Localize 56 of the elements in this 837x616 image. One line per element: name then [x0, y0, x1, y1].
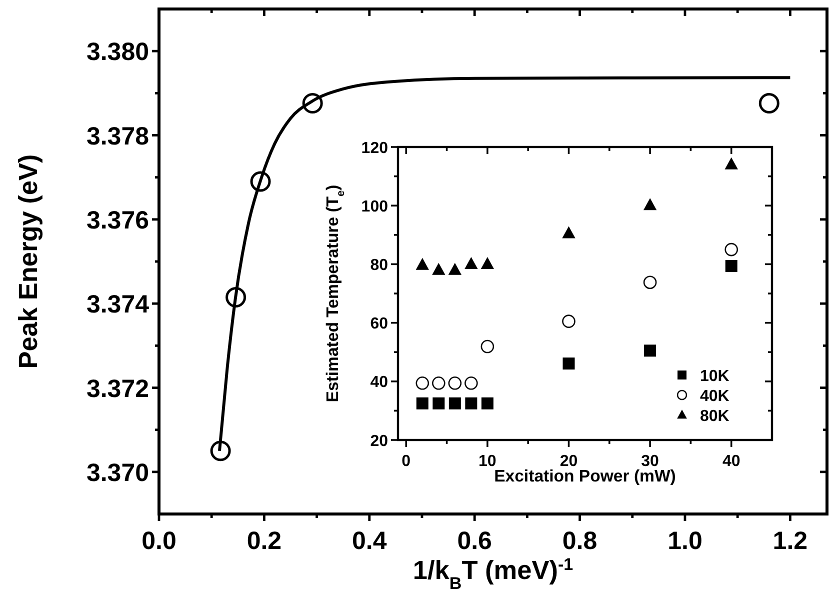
point — [758, 93, 780, 114]
y-tick-label: 3.378 — [86, 122, 150, 150]
point — [302, 93, 323, 114]
y-tick-label: 3.370 — [86, 458, 149, 487]
x-tick-label: 0.4 — [352, 527, 387, 555]
point — [250, 171, 271, 192]
legend-label: 80K — [700, 408, 730, 425]
point — [448, 262, 462, 275]
x-tick-label: 0.2 — [246, 527, 282, 555]
point — [644, 344, 656, 357]
y-tick-label: 100 — [361, 198, 388, 216]
y-tick-label: 40 — [370, 374, 388, 392]
point — [448, 397, 461, 410]
y-tick-label: 20 — [370, 432, 388, 450]
point — [725, 260, 738, 272]
x-axis-title: 1/k$_{B}$T (meV)$^{-1}$ — [412, 554, 574, 592]
point — [464, 376, 478, 390]
y-tick-label: 80 — [370, 256, 388, 274]
y-axis-title: Peak Energy (eV) — [13, 154, 43, 369]
point — [562, 314, 576, 328]
y-tick-label: 3.372 — [86, 374, 149, 403]
y-tick-label: 120 — [361, 140, 388, 157]
point — [481, 397, 494, 410]
point — [432, 376, 446, 390]
text: 0.0 — [142, 527, 176, 555]
x-tick-label: 0 — [402, 453, 411, 470]
point — [416, 376, 430, 390]
x-tick-label: 1.0 — [668, 527, 702, 555]
point — [465, 397, 478, 410]
legend-label: 40K — [700, 388, 730, 405]
x-tick-label: 40 — [722, 453, 740, 470]
point — [643, 198, 657, 210]
x-tick-label: 0.8 — [562, 527, 598, 555]
point — [432, 262, 446, 275]
point — [432, 397, 445, 410]
point — [210, 440, 231, 462]
point — [480, 257, 494, 269]
y-tick-label: 3.380 — [86, 38, 149, 66]
legend-label: 10K — [700, 368, 730, 385]
point — [724, 157, 738, 170]
y-tick-label: 3.376 — [86, 206, 149, 234]
point — [643, 276, 657, 290]
point — [562, 358, 575, 370]
x-tick-label: 10 — [478, 453, 496, 470]
point — [724, 242, 738, 256]
x-tick-label: 1.2 — [772, 527, 808, 555]
point — [416, 397, 428, 410]
y-tick-label: 60 — [370, 316, 388, 333]
y-tick-label: 3.374 — [86, 290, 150, 319]
point — [480, 340, 494, 354]
point — [562, 226, 576, 238]
point — [448, 376, 462, 390]
x-tick-label: 0.6 — [457, 527, 492, 555]
point — [416, 258, 429, 270]
point — [464, 257, 478, 269]
point — [226, 287, 246, 308]
